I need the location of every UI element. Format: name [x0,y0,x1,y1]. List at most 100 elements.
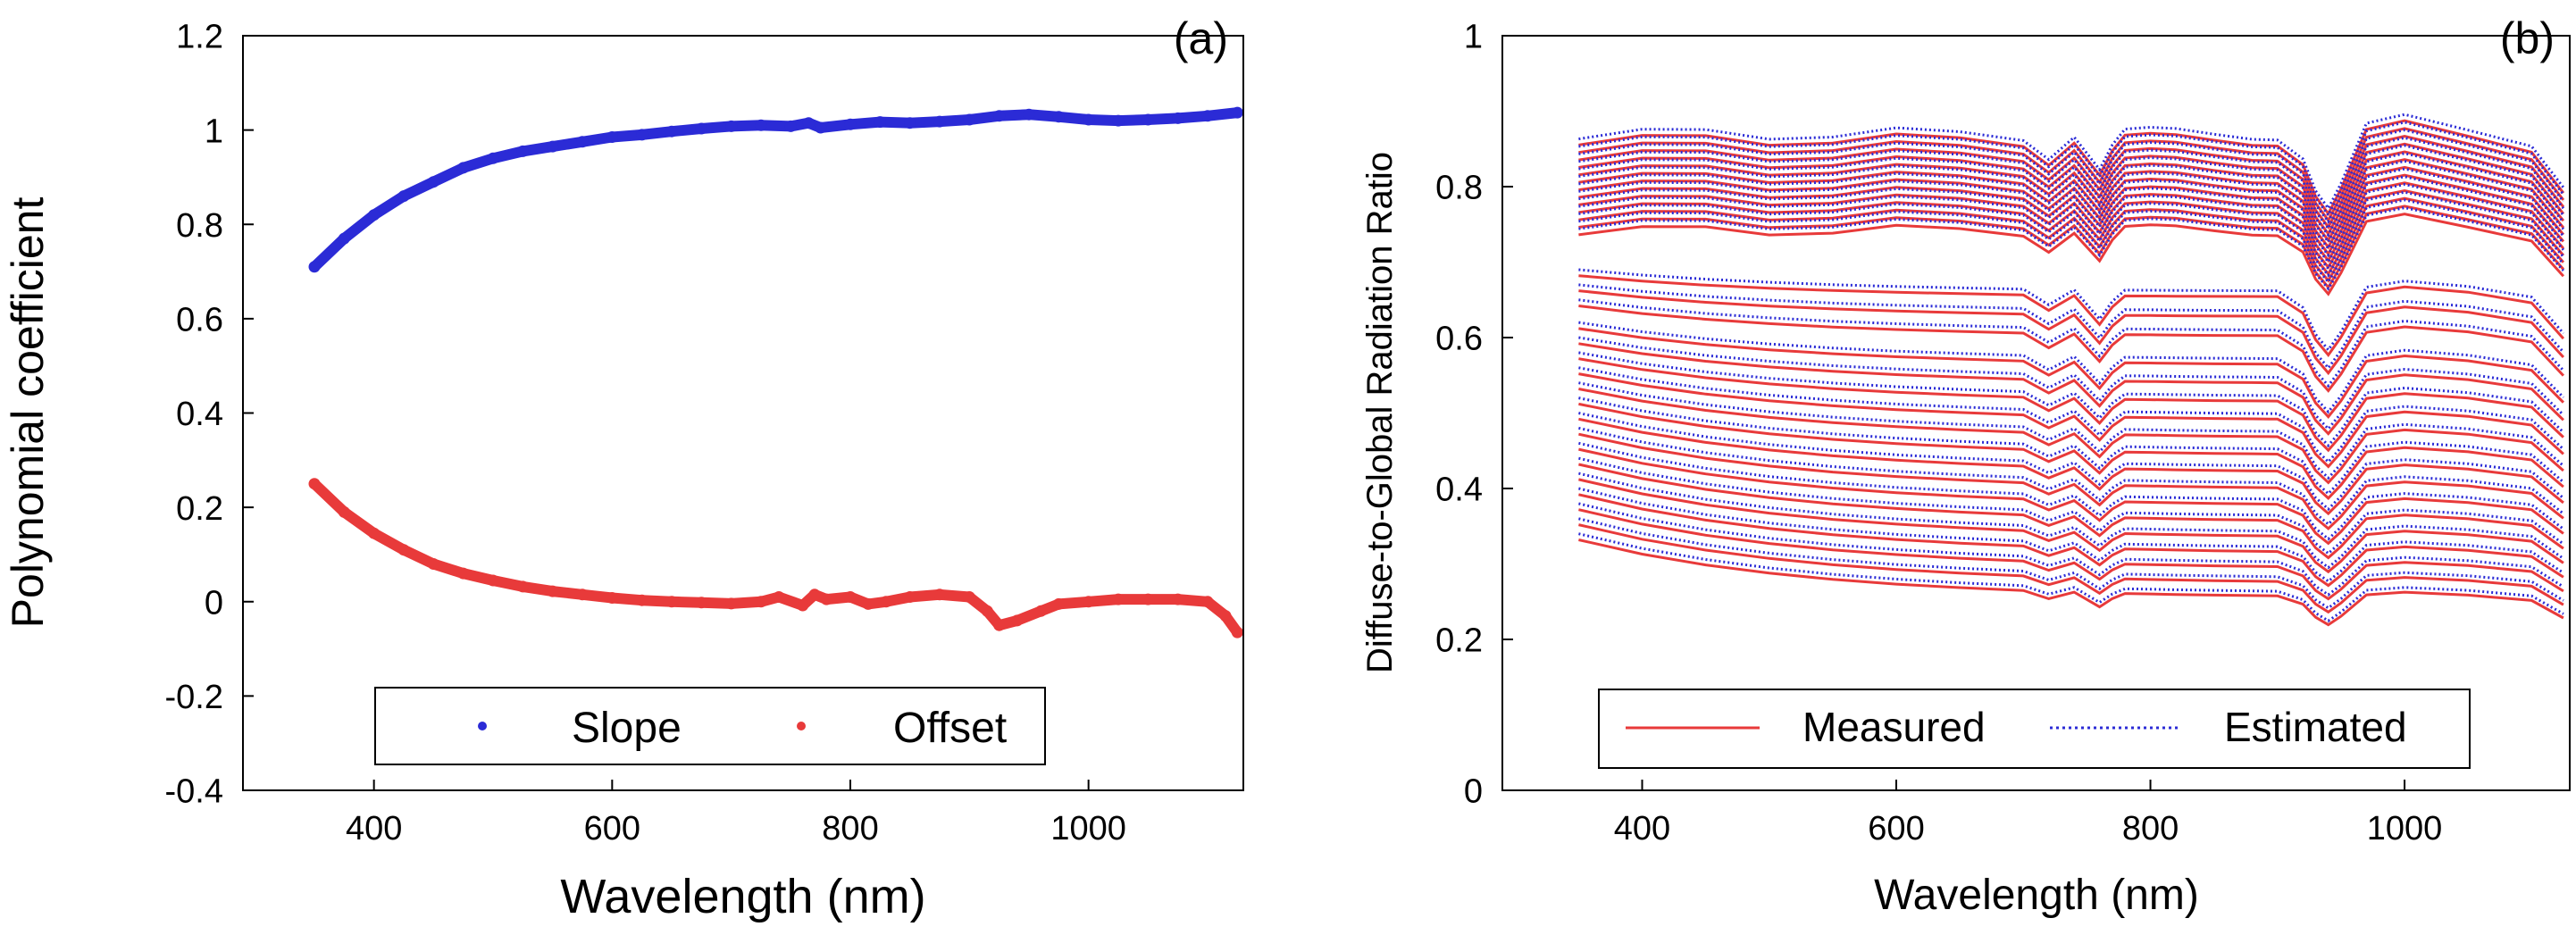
measured-spectrum-line [1578,165,2565,256]
estimated-spectrum-line [1578,532,2564,622]
estimated-spectrum-line [1578,182,2565,271]
series-offset-point [457,567,470,580]
series-offset-point [636,594,648,606]
series-slope-point [963,113,975,126]
series-slope-point [933,115,946,128]
series-offset-point [725,597,738,610]
estimated-spectrum-line [1578,456,2564,555]
series-slope-point [487,152,499,164]
panel-a-legend: Slope Offset [374,687,1046,765]
series-offset-point [1142,593,1154,605]
measured-spectrum-line [1578,274,2565,357]
estimated-spectrum-line [1578,283,2565,371]
estimated-spectrum-line [1578,121,2565,218]
measured-spectrum-line [1578,508,2564,601]
series-offset-point [1083,596,1095,608]
series-slope-point [874,116,886,129]
panel-a-x-tick-label: 1000 [1050,810,1126,847]
series-offset-point [397,544,410,556]
panel-b-y-tick-label: 0.8 [1435,170,1483,207]
panel-b-ticks: 400 600 800 1000 0 0.2 0.4 0.6 0.8 1 [1435,19,2442,847]
panel-a-x-axis-title: Wavelength (nm) [560,870,925,923]
series-offset-point [797,599,809,612]
series-offset-point [308,478,321,490]
series-offset-point [933,589,946,601]
series-offset-point [487,574,499,587]
series-offset-point [1231,626,1243,639]
panel-a-x-tick-label: 400 [346,810,402,847]
series-offset-point [862,597,874,610]
series-offset-point [820,593,832,605]
series-offset-point [963,591,975,603]
estimated-spectrum-line [1578,136,2565,231]
measured-spectrum-line [1578,402,2564,500]
measured-spectrum-line [1578,150,2565,243]
measured-spectrum-line [1578,327,2564,420]
panel-a-y-tick-label: 0.2 [176,490,223,528]
series-slope-point [636,129,648,141]
estimated-spectrum-line [1578,159,2565,251]
series-slope-point [1023,108,1035,121]
panel-a-series [308,106,1243,639]
series-offset-point [338,505,350,518]
panel-b-x-tick-label: 600 [1868,810,1924,847]
measured-spectrum-line [1578,538,2564,627]
panel-b-y-tick-label: 1 [1464,19,1483,56]
panel-a-label: (a) [1174,13,1228,63]
estimated-spectrum-line [1578,336,2564,431]
series-slope-point [368,209,381,221]
estimated-spectrum-line [1578,366,2564,464]
panel-a-ticks: 400 600 800 1000 -0.4 -0.2 0 0.2 0.4 0.6 0.8 1 1.2 [165,19,1126,847]
legend-estimated-label: Estimated [2224,704,2407,750]
measured-spectrum-line [1578,447,2564,546]
legend-offset-label: Offset [893,705,1007,752]
series-offset-point [904,591,916,603]
measured-spectrum-line [1578,493,2564,588]
panel-a-y-tick-label: 0.4 [176,396,223,433]
estimated-spectrum-line [1578,381,2564,480]
panel-b-label: (b) [2500,13,2555,63]
series-offset-point [808,589,821,601]
series-offset-point [844,591,857,603]
series-slope-point [397,190,410,203]
series-slope-point [1201,110,1214,122]
series-slope-point [665,125,678,138]
series-offset-point [1112,593,1125,605]
series-slope-point [844,118,857,130]
panel-a-y-tick-label: -0.4 [165,773,223,811]
panel-b-y-tick-label: 0.2 [1435,622,1483,660]
series-offset-point [1034,605,1047,617]
series-offset-point [773,591,785,603]
legend-slope-marker [478,722,487,730]
measured-spectrum-line [1578,305,2564,393]
series-offset-point [427,558,439,570]
panel-b-y-tick-label: 0.6 [1435,321,1483,358]
series-slope-point [755,119,767,131]
panel-a-y-tick-label: 0.8 [176,207,223,245]
series-slope-point [993,110,1006,122]
panel-a-y-tick-label: 1.2 [176,19,223,56]
series-slope-point [1231,106,1243,119]
series-slope-point [1172,112,1184,124]
series-slope-point [695,122,707,135]
series-slope-point [457,162,470,174]
series-offset-point [1201,596,1214,608]
measured-spectrum-line [1578,213,2565,296]
series-offset-point [516,580,529,593]
measured-spectrum-line [1578,158,2565,250]
measured-spectrum-line [1578,142,2565,237]
estimated-spectrum-line [1578,113,2565,212]
panel-b-x-axis-title: Wavelength (nm) [1874,872,2199,919]
series-offset-point [576,589,589,601]
panel-a: 400 600 800 1000 -0.4 -0.2 0 0.2 0.4 0.6 0.8 1 1.2 (… [3,13,1244,923]
measured-spectrum-line [1578,432,2564,530]
panel-b-y-tick-label: 0.4 [1435,472,1483,509]
panel-b-legend: Measured Estimated [1598,689,2471,769]
panel-b: 400 600 800 1000 0 0.2 0.4 0.6 0.8 1 (b) Waveleng… [1360,13,2571,919]
series-offset-point [981,605,993,617]
series-slope-line [309,107,1243,272]
estimated-spectrum-line [1578,517,2564,610]
series-offset-point [695,597,707,609]
series-offset-point [547,585,559,597]
series-offset-point [665,596,678,608]
